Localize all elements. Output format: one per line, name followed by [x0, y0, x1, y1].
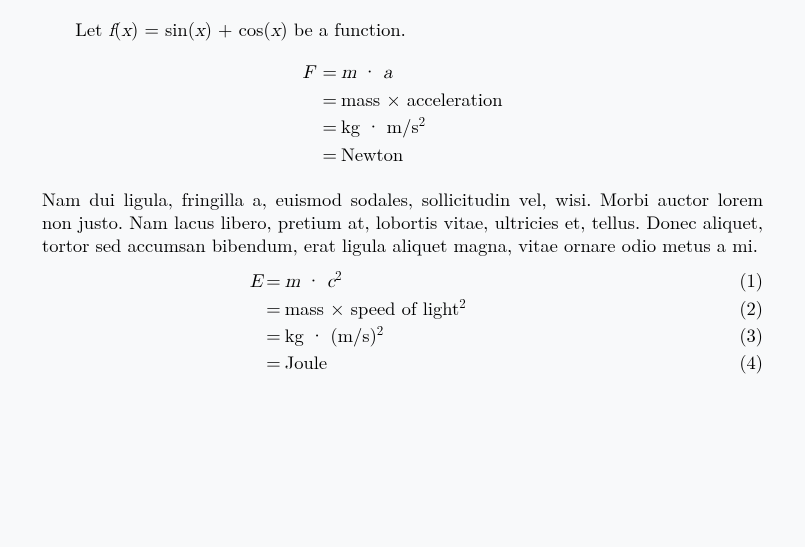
eq-row-2: = mass × acceleration: [302, 86, 502, 113]
energy-words-sup: 2: [459, 293, 465, 312]
force-unit-name: Newton: [341, 141, 503, 168]
fn-mid2: ) + cos(: [205, 16, 271, 42]
force-units-sup: 2: [419, 111, 425, 130]
neq-sign-2: =: [262, 297, 284, 320]
eq-sign-3: =: [319, 113, 341, 140]
eq-row-4: = Newton: [302, 141, 502, 168]
fn-arg-x3: x: [271, 21, 281, 40]
force-units: kg · m/s: [341, 113, 419, 139]
energy-words: mass × speed of light: [285, 295, 460, 321]
intro-prefix: Let: [75, 16, 108, 42]
equation-number-4: (4): [727, 351, 763, 374]
energy-units-sup: 2: [377, 320, 383, 339]
neq-sign-4: =: [262, 351, 284, 374]
dot-2: ·: [300, 267, 327, 293]
equation-number-1: (1): [727, 269, 763, 292]
body-paragraph: Nam dui ligula, fringilla a, euismod sod…: [42, 188, 763, 257]
energy-unit-name: Joule: [285, 351, 545, 374]
force-words: mass × acceleration: [341, 86, 503, 113]
neq-row-4: = Joule (4): [42, 349, 763, 376]
fn-mid1: ) = sin(: [131, 16, 195, 42]
energy-lhs: E: [250, 272, 263, 291]
equation-block-energy: E = m · c2 (1) = mass × speed of light2 …: [42, 267, 763, 377]
neq-sign-1: =: [262, 269, 284, 292]
neq-sign-3: =: [262, 324, 284, 347]
fn-arg-x2: x: [195, 21, 205, 40]
force-lhs: F: [302, 63, 314, 82]
intro-paragraph: Let f(x) = sin(x) + cos(x) be a function…: [42, 18, 763, 42]
equation-number-2: (2): [727, 297, 763, 320]
neq-row-2: = mass × speed of light2 (2): [42, 295, 763, 322]
energy-m: m: [285, 272, 300, 291]
neq-row-3: = kg · (m/s)2 (3): [42, 322, 763, 349]
fn-arg-x1: x: [121, 21, 131, 40]
energy-units: kg · (m/s): [285, 322, 377, 348]
energy-c: c: [327, 272, 335, 291]
eq-sign-1: =: [319, 58, 341, 86]
intro-suffix: be a function.: [288, 16, 406, 42]
accel-a: a: [383, 63, 392, 82]
eq-sign-2: =: [319, 86, 341, 113]
mass-m: m: [341, 63, 356, 82]
energy-c-sup: 2: [335, 265, 341, 284]
fn-close: ): [280, 16, 287, 42]
eq-row-3: = kg · m/s2: [302, 113, 502, 140]
eq-row-1: F = m · a: [302, 58, 502, 86]
neq-row-1: E = m · c2 (1): [42, 267, 763, 295]
eq-sign-4: =: [319, 141, 341, 168]
dot-1: ·: [356, 58, 383, 84]
equation-block-force: F = m · a = mass × acceleration = kg · m…: [302, 58, 502, 168]
equation-number-3: (3): [727, 324, 763, 347]
